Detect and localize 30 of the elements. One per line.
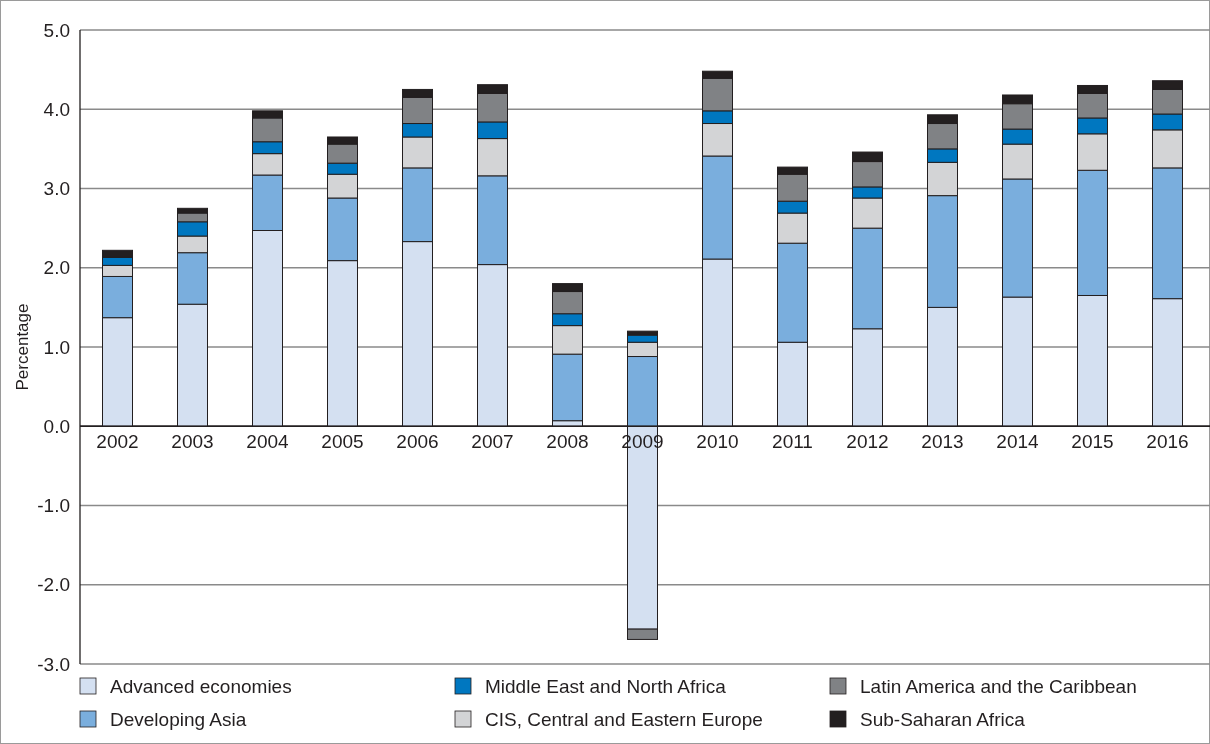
x-tick-label: 2003 [171,431,214,453]
x-tick-label: 2014 [996,431,1040,453]
legend-label: Latin America and the Caribbean [860,675,1137,697]
x-tick-label: 2007 [471,431,514,453]
x-tick-label: 2004 [246,431,290,453]
x-tick-label: 2011 [772,431,813,453]
x-tick-label: 2012 [846,431,889,453]
x-tick-label: 2002 [96,431,139,453]
x-tick-label: 2006 [396,431,439,453]
y-tick-label: 4.0 [43,98,70,120]
x-tick-label: 2005 [321,431,364,453]
y-tick-label: 5.0 [43,19,70,41]
y-tick-label: 3.0 [43,178,70,200]
y-tick-label: 1.0 [43,336,70,358]
y-tick-label: -2.0 [37,574,70,596]
legend-label: Sub-Saharan Africa [860,708,1026,730]
legend-label: Advanced economies [110,675,292,697]
x-tick-label: 2015 [1071,431,1114,453]
y-tick-label: -3.0 [37,653,70,675]
x-tick-label: 2016 [1146,431,1189,453]
y-tick-label: 2.0 [43,257,70,279]
y-tick-label: -1.0 [37,495,70,517]
legend-label: Developing Asia [110,708,247,730]
x-tick-label: 2013 [921,431,964,453]
legend-label: Middle East and North Africa [485,675,727,697]
x-tick-label: 2010 [696,431,739,453]
legend-label: CIS, Central and Eastern Europe [485,708,763,730]
y-axis-title: Percentage [13,303,32,391]
y-tick-label: 0.0 [43,415,70,437]
x-tick-label: 2008 [546,431,589,453]
